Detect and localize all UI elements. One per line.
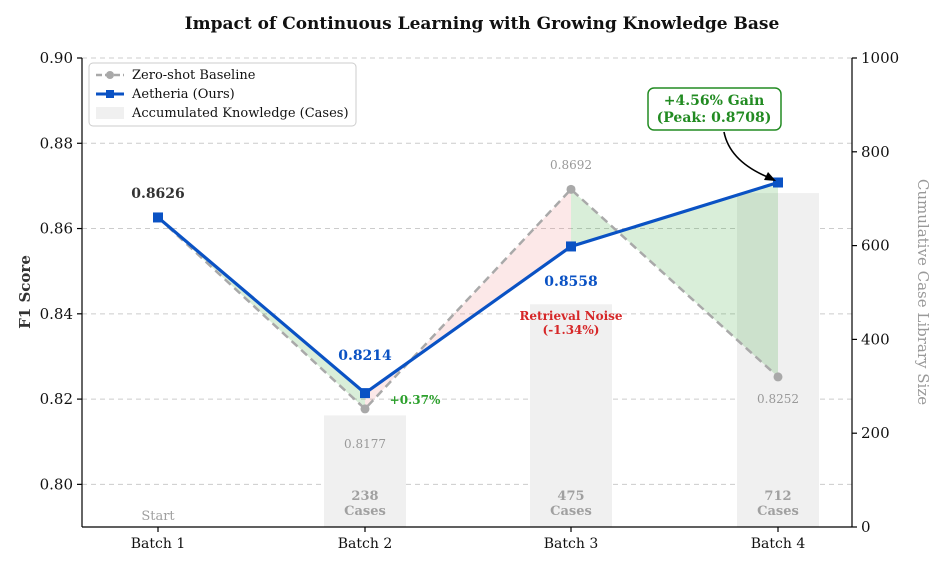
knowledge-bar	[530, 304, 612, 527]
baseline-value-label: 0.8252	[757, 392, 799, 406]
x-tick-label: Batch 2	[338, 536, 392, 552]
y-tick-label: 0.88	[40, 134, 73, 152]
y2-tick-label: 400	[861, 330, 890, 348]
x-tick-label: Batch 4	[751, 536, 806, 552]
peak-arrow	[723, 131, 771, 179]
y-tick-label: 0.84	[40, 305, 73, 323]
y-tick-label: 0.80	[40, 475, 73, 493]
chart-title: Impact of Continuous Learning with Growi…	[185, 14, 780, 34]
y-tick-label: 0.82	[40, 390, 73, 408]
legend-marker-aetheria	[106, 90, 114, 98]
aetheria-value-label: 0.8558	[544, 274, 598, 290]
axes: 0.80 0.82 0.84 0.86 0.88 0.90 0 200 400 600 800 100…	[16, 49, 932, 552]
knowledge-bars: Start 238 Cases 475 Cases 712 Cases	[141, 193, 819, 527]
y-axis-label: F1 Score	[16, 255, 34, 329]
aetheria-value-label: 0.8626	[131, 186, 185, 202]
bar-label: 712 Cases	[757, 489, 799, 519]
bar-label: 238 Cases	[344, 489, 386, 519]
legend: Zero-shot Baseline Aetheria (Ours) Accumul…	[88, 62, 357, 127]
x-tick-label: Batch 3	[544, 536, 598, 552]
aetheria-marker	[153, 212, 163, 223]
legend-box	[88, 62, 357, 127]
baseline-marker	[773, 372, 783, 382]
y-tick-label: 0.86	[40, 220, 73, 238]
y2-tick-label: 1000	[861, 49, 899, 67]
peak-annotation-box	[647, 87, 782, 131]
bar-label: Start	[141, 509, 175, 524]
bar-label: 475 Cases	[550, 489, 592, 519]
legend-label: Accumulated Knowledge (Cases)	[131, 106, 349, 121]
baseline-value-label: 0.8692	[550, 158, 592, 172]
legend-swatch-knowledge	[96, 107, 124, 119]
baseline-marker	[566, 184, 576, 194]
peak-arrow-head	[764, 172, 776, 181]
aetheria-marker	[360, 388, 370, 399]
aetheria-marker	[566, 241, 576, 252]
y2-tick-label: 600	[861, 237, 890, 255]
legend-label: Aetheria (Ours)	[131, 87, 235, 102]
y2-tick-label: 200	[861, 424, 890, 442]
aetheria-marker	[773, 177, 783, 188]
gridlines	[82, 57, 852, 485]
gain-annotation: +0.37%	[390, 393, 441, 407]
knowledge-bar	[324, 415, 406, 527]
baseline-line	[157, 187, 779, 411]
noise-annotation: Retrieval Noise (-1.34%)	[519, 309, 622, 337]
legend-label: Zero-shot Baseline	[132, 68, 256, 83]
legend-marker-baseline	[106, 71, 114, 79]
baseline-marker	[360, 404, 370, 414]
series-lines	[153, 177, 783, 414]
data-labels: 0.8626 0.8214 0.8558 0.8177 0.8692 0.8252 +0.3…	[131, 87, 799, 451]
aetheria-value-label: 0.8214	[338, 348, 392, 364]
knowledge-bar	[737, 193, 819, 527]
baseline-value-label: 0.8177	[344, 437, 386, 451]
peak-annotation: +4.56% Gain (Peak: 0.8708)	[657, 93, 772, 126]
y2-tick-label: 800	[861, 143, 890, 161]
x-tick-label: Batch 1	[131, 536, 185, 552]
aetheria-line	[156, 180, 779, 396]
y-tick-label: 0.90	[40, 49, 73, 67]
y2-tick-label: 0	[861, 518, 871, 536]
y2-axis-label: Cumulative Case Library Size	[914, 179, 932, 405]
